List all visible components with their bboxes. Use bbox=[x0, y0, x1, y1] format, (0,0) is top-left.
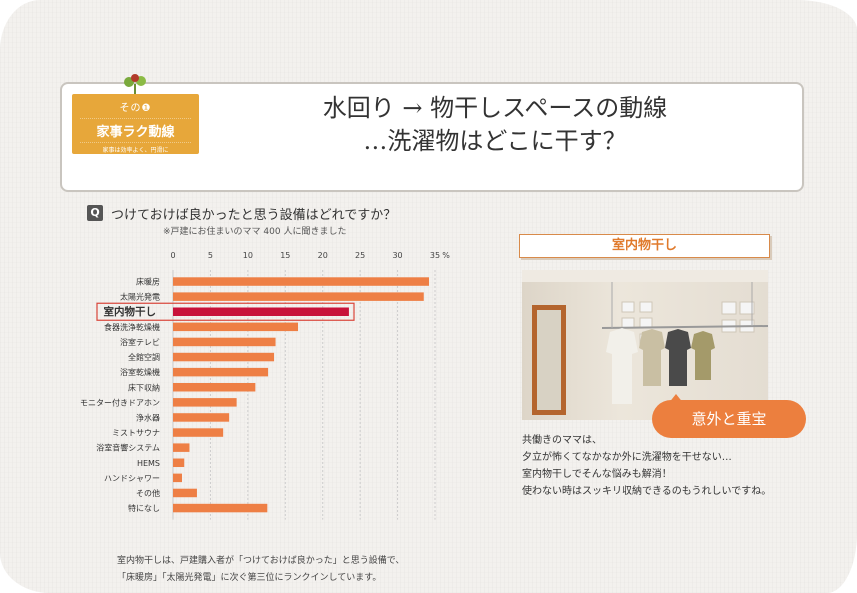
category-label: モニター付きドアホン bbox=[80, 397, 160, 407]
highlight-box bbox=[96, 302, 355, 321]
badge-number: その❶ bbox=[119, 103, 152, 114]
title-line-1: 水回り → 物干しスペースの動線 bbox=[322, 94, 668, 122]
bar bbox=[173, 352, 275, 362]
bar bbox=[173, 428, 224, 437]
bar bbox=[173, 458, 185, 467]
balloon-tail bbox=[668, 394, 684, 404]
x-tick-label: 10 bbox=[243, 251, 253, 260]
feature-tag: 室内物干し bbox=[519, 234, 770, 258]
x-tick-label: 30 bbox=[392, 251, 402, 260]
bar bbox=[173, 367, 269, 377]
desc-line: 室内物干しでそんな悩みも解消！ bbox=[522, 469, 672, 480]
bar bbox=[173, 413, 230, 422]
x-tick-label: 25 bbox=[355, 251, 365, 260]
bar-chart: 0 5 10 15 20 25 30 35 % 床暖房太陽光発電室内物干し食器洗浄乾燥機浴室テレビ… bbox=[80, 251, 450, 520]
question-icon: Q bbox=[87, 205, 103, 221]
x-tick-label: 15 bbox=[280, 251, 290, 260]
footnote-line-2: 「床暖房」「太陽光発電」に次ぐ第三位にランクインしています。 bbox=[117, 573, 382, 583]
desc-line: 共働きのママは、 bbox=[522, 435, 602, 446]
laundry-photo bbox=[522, 270, 768, 420]
footnote-line-1: 室内物干しは、戸建購入者が「つけておけば良かった」と思う設備で、 bbox=[117, 556, 405, 566]
section-badge: その❶ 家事ラク動線 家事は効率よく、円滑に bbox=[72, 94, 199, 154]
bar bbox=[173, 488, 197, 498]
sprout-icon bbox=[124, 74, 146, 96]
bar bbox=[173, 473, 182, 483]
x-unit-label: % bbox=[442, 251, 450, 260]
chart-footnote: 室内物干しは、戸建購入者が「つけておけば良かった」と思う設備で、 「床暖房」「太… bbox=[117, 553, 404, 587]
question-text: つけておけば良かったと思う設備はどれですか？ bbox=[111, 208, 397, 223]
x-tick-label: 0 bbox=[170, 251, 175, 260]
survey-note: ※戸建にお住まいのママ 400 人に聞きました bbox=[163, 227, 347, 237]
feature-description: 共働きのママは、 夕立が怖くてなかなか外に洗濯物を干せない… 室内物干しでそんな… bbox=[522, 432, 771, 500]
laundry-illustration bbox=[522, 270, 768, 415]
bar bbox=[173, 322, 299, 332]
badge-subtitle: 家事は効率よく、円滑に bbox=[102, 147, 169, 154]
bar bbox=[173, 383, 256, 392]
category-label: ミストサウナ bbox=[112, 429, 160, 438]
bar bbox=[173, 503, 268, 513]
category-label: 浄水器 bbox=[136, 412, 160, 422]
category-label: 全館空調 bbox=[128, 352, 160, 362]
bar bbox=[173, 292, 424, 301]
desc-line: 使わない時はスッキリ収納できるのもうれしいですね。 bbox=[522, 486, 772, 497]
desc-line: 夕立が怖くてなかなか外に洗濯物を干せない… bbox=[522, 452, 732, 463]
x-tick-label: 35 bbox=[430, 251, 440, 260]
badge-title: 家事ラク動線 bbox=[80, 118, 191, 143]
category-label: HEMS bbox=[137, 459, 160, 468]
page-title: 水回り → 物干しスペースの動線 …洗濯物はどこに干す？ bbox=[200, 92, 790, 158]
category-label: その他 bbox=[136, 488, 160, 498]
bar bbox=[173, 443, 190, 452]
category-label: 特になし bbox=[128, 503, 160, 513]
bar bbox=[173, 337, 276, 347]
category-label: 室内物干し bbox=[104, 305, 157, 318]
x-tick-label: 20 bbox=[318, 251, 328, 260]
category-label: 太陽光発電 bbox=[120, 292, 160, 302]
bar bbox=[173, 398, 237, 407]
title-line-2: …洗濯物はどこに干す？ bbox=[363, 127, 627, 155]
speech-balloon: 意外と重宝 bbox=[652, 400, 806, 438]
category-label: 浴室乾燥機 bbox=[120, 367, 160, 377]
bar bbox=[173, 277, 430, 286]
category-label: 浴室テレビ bbox=[120, 337, 160, 347]
bar bbox=[173, 307, 349, 316]
category-label: 浴室音響システム bbox=[96, 443, 160, 453]
category-label: 食器洗浄乾燥機 bbox=[104, 322, 160, 332]
category-label: ハンドシャワー bbox=[104, 474, 160, 483]
category-label: 床下収納 bbox=[128, 382, 160, 392]
x-tick-label: 5 bbox=[208, 251, 213, 260]
category-label: 床暖房 bbox=[136, 277, 160, 287]
